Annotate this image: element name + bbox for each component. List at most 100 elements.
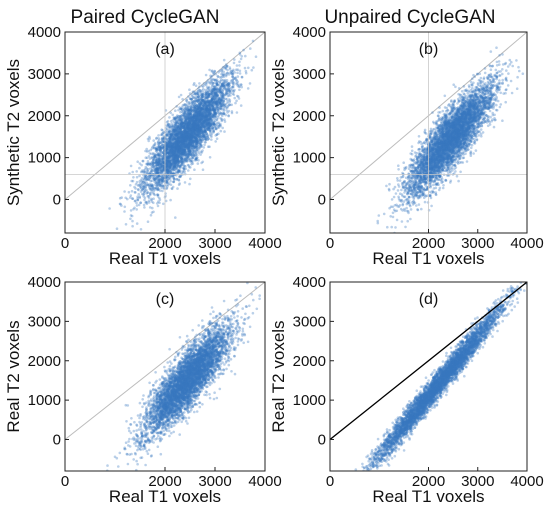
scatter-point [215, 82, 219, 85]
scatter-point [188, 150, 191, 153]
scatter-point [194, 105, 197, 108]
scatter-point [146, 167, 150, 171]
scatter-point [235, 99, 238, 103]
scatter-point [194, 111, 198, 115]
scatter-point [192, 154, 196, 157]
scatter-point [210, 97, 214, 100]
scatter-point [224, 104, 227, 107]
scatter-point [200, 124, 203, 128]
scatter-point [190, 133, 194, 137]
scatter-point [151, 187, 155, 191]
scatter-point [195, 114, 198, 118]
scatter-point [208, 108, 212, 111]
scatter-point [205, 107, 209, 111]
scatter-point [197, 113, 201, 117]
scatter-point [171, 142, 175, 146]
scatter-point [176, 145, 180, 149]
scatter-point [164, 194, 167, 198]
scatter-point [209, 80, 213, 83]
scatter-point [177, 134, 180, 138]
scatter-point [180, 136, 184, 139]
scatter-point [169, 156, 173, 159]
scatter-point [183, 137, 186, 141]
scatter-point [235, 82, 238, 86]
scatter-point [194, 126, 198, 130]
scatter-point [189, 142, 193, 146]
scatter-point [180, 150, 183, 154]
scatter-point [148, 162, 152, 166]
scatter-point [157, 148, 160, 151]
scatter-point [171, 154, 175, 157]
scatter-point [170, 154, 174, 158]
scatter-point [208, 117, 211, 121]
scatter-point [179, 146, 182, 150]
scatter-point [156, 177, 159, 181]
scatter-point [196, 128, 200, 132]
scatter-point [194, 158, 198, 162]
scatter-point [197, 144, 200, 148]
scatter-point [192, 140, 195, 144]
scatter-point [229, 91, 232, 94]
scatter-point [206, 91, 210, 94]
scatter-point [166, 142, 170, 145]
scatter-point [220, 84, 223, 88]
scatter-point [172, 120, 176, 124]
scatter-point [157, 200, 160, 203]
scatter-point [153, 193, 157, 197]
scatter-point [191, 125, 195, 128]
scatter-point [157, 143, 160, 146]
scatter-point [194, 121, 198, 125]
scatter-point [158, 148, 162, 151]
scatter-point [155, 160, 158, 163]
scatter-point [169, 135, 173, 139]
scatter-point [193, 130, 196, 134]
scatter-point [152, 189, 156, 193]
scatter-point [179, 93, 183, 97]
scatter-point [188, 140, 192, 144]
scatter-point [154, 164, 158, 167]
scatter-point [124, 196, 127, 200]
scatter-point [194, 157, 198, 161]
scatter-point [210, 123, 213, 127]
scatter-point [197, 87, 200, 91]
scatter-point [187, 108, 191, 111]
scatter-point [227, 85, 230, 88]
scatter-point [186, 110, 190, 113]
scatter-point [168, 162, 171, 165]
scatter-point [205, 90, 208, 93]
scatter-point [196, 122, 200, 126]
scatter-point [145, 202, 149, 206]
scatter-point [188, 112, 191, 115]
scatter-point [205, 109, 209, 113]
scatter-point [147, 178, 151, 181]
scatter-point [208, 129, 212, 132]
scatter-point [201, 134, 205, 137]
scatter-point [196, 128, 199, 131]
scatter-point [184, 145, 188, 148]
scatter-point [194, 97, 197, 100]
scatter-point [173, 155, 176, 158]
scatter-point [131, 224, 134, 228]
scatter-point [165, 133, 169, 137]
scatter-point [185, 149, 189, 153]
scatter-point [181, 104, 185, 107]
scatter-point [210, 134, 213, 137]
scatter-point [205, 85, 209, 89]
scatter-point [183, 129, 187, 132]
scatter-point [197, 112, 200, 116]
scatter-point [215, 133, 219, 136]
scatter-point [144, 156, 148, 159]
scatter-point [168, 148, 171, 152]
scatter-point [158, 198, 162, 201]
scatter-point [187, 112, 191, 116]
scatter-point [184, 143, 188, 147]
scatter-point [219, 94, 223, 97]
scatter-point [176, 155, 180, 158]
scatter-point [190, 131, 193, 135]
scatter-point [186, 126, 189, 129]
scatter-point [217, 114, 220, 118]
scatter-point [204, 95, 207, 99]
scatter-point [150, 156, 154, 159]
scatter-point [188, 127, 192, 131]
scatter-point [206, 108, 210, 111]
